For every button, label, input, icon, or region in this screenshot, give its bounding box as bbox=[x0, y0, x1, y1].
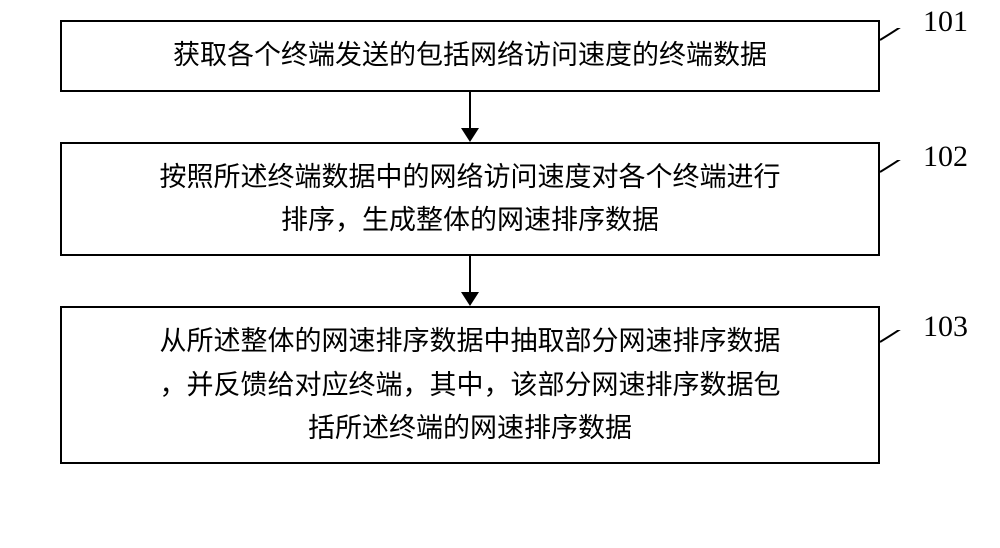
label-103: 103 bbox=[923, 310, 968, 344]
box-1-text: 获取各个终端发送的包括网络访问速度的终端数据 bbox=[173, 34, 767, 77]
box-2-line2: 排序，生成整体的网速排序数据 bbox=[82, 199, 858, 242]
label-101: 101 bbox=[923, 5, 968, 39]
box-3-line2: ，并反馈给对应终端，其中，该部分网速排序数据包 bbox=[82, 364, 858, 407]
box-2-line1: 按照所述终端数据中的网络访问速度对各个终端进行 bbox=[82, 156, 858, 199]
label-102: 102 bbox=[923, 140, 968, 174]
box-3-line3: 括所述终端的网速排序数据 bbox=[82, 407, 858, 450]
arrow-2-head bbox=[461, 292, 479, 306]
arrow-2 bbox=[60, 256, 880, 306]
flowchart-container: 获取各个终端发送的包括网络访问速度的终端数据 按照所述终端数据中的网络访问速度对… bbox=[60, 20, 880, 464]
flowchart-box-3: 从所述整体的网速排序数据中抽取部分网速排序数据 ，并反馈给对应终端，其中，该部分… bbox=[60, 306, 880, 464]
arrow-2-line bbox=[469, 256, 471, 294]
arrow-1 bbox=[60, 92, 880, 142]
box-3-line1: 从所述整体的网速排序数据中抽取部分网速排序数据 bbox=[82, 320, 858, 363]
flowchart-box-2: 按照所述终端数据中的网络访问速度对各个终端进行 排序，生成整体的网速排序数据 bbox=[60, 142, 880, 256]
arrow-1-head bbox=[461, 128, 479, 142]
flowchart-box-1: 获取各个终端发送的包括网络访问速度的终端数据 bbox=[60, 20, 880, 92]
arrow-1-line bbox=[469, 92, 471, 130]
